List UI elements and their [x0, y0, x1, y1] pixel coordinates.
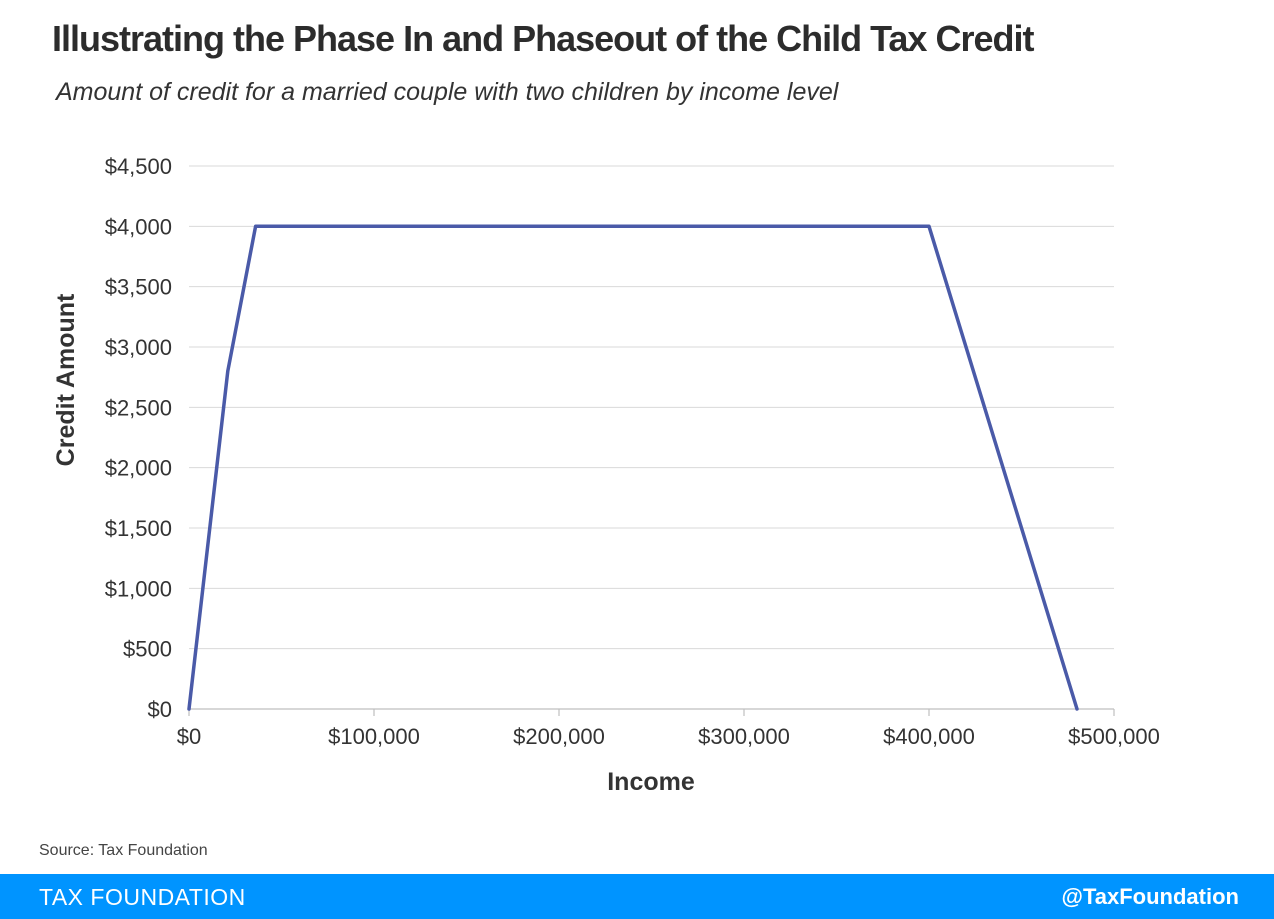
y-tick-label: $2,500	[105, 395, 172, 420]
y-tick-label: $1,500	[105, 516, 172, 541]
x-tick-label: $300,000	[698, 724, 790, 749]
data-point	[1075, 707, 1079, 711]
x-tick-label: $400,000	[883, 724, 975, 749]
footer-handle: @TaxFoundation	[1061, 884, 1239, 909]
y-tick-label: $2,000	[105, 456, 172, 481]
x-tick-label: $200,000	[513, 724, 605, 749]
chart-title: Illustrating the Phase In and Phaseout o…	[52, 18, 1034, 59]
y-tick-label: $4,500	[105, 154, 172, 179]
y-tick-label: $0	[148, 697, 172, 722]
y-tick-labels: $0 $500 $1,000 $1,500 $2,000 $2,500 $3,000 $3,5…	[105, 154, 172, 722]
chart-subtitle: Amount of credit for a married couple wi…	[56, 78, 839, 106]
x-tick-labels: $0 $100,000 $200,000 $300,000 $400,000 $500,0…	[177, 724, 1160, 749]
y-tick-label: $1,000	[105, 576, 172, 601]
y-tick-label: $3,500	[105, 275, 172, 300]
x-tick-label: $0	[177, 724, 201, 749]
footer-brand: TAX FOUNDATION	[39, 884, 246, 910]
y-tick-label: $3,000	[105, 335, 172, 360]
line-chart: $0 $500 $1,000 $1,500 $2,000 $2,500 $3,000 $3,5…	[52, 154, 1160, 796]
series-lines	[187, 224, 1079, 711]
y-tick-label: $500	[123, 637, 172, 662]
data-point	[927, 224, 931, 228]
data-point	[254, 224, 258, 228]
source-note: Source: Tax Foundation	[39, 842, 208, 859]
gridlines	[189, 165, 1114, 650]
data-point	[187, 707, 191, 711]
axes	[188, 708, 1115, 716]
y-axis-title: Credit Amount	[52, 293, 80, 466]
footer-bar: TAX FOUNDATION @TaxFoundation	[0, 874, 1274, 919]
x-tick-label: $500,000	[1068, 724, 1160, 749]
y-tick-label: $4,000	[105, 214, 172, 239]
data-point	[226, 369, 230, 373]
x-tick-label: $100,000	[328, 724, 420, 749]
x-axis-title: Income	[607, 768, 695, 796]
